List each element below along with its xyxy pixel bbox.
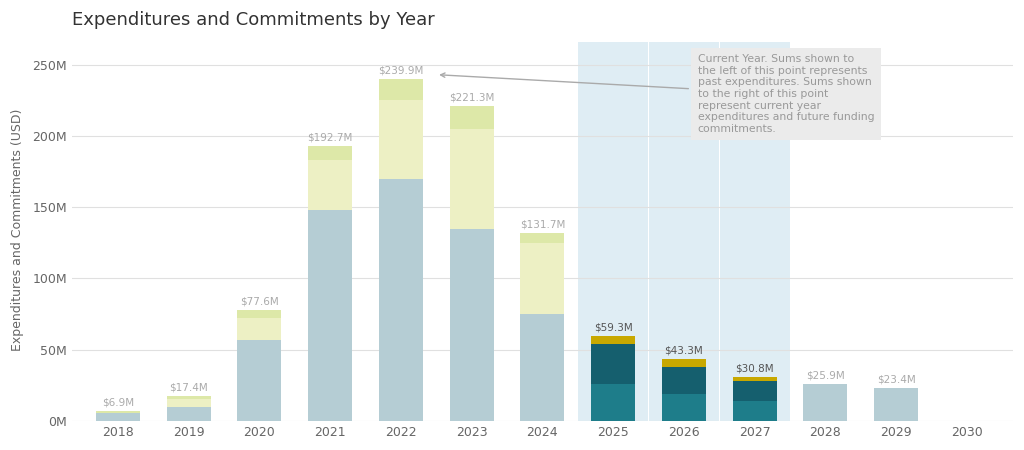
Bar bbox=[662, 359, 706, 367]
Text: $59.3M: $59.3M bbox=[594, 323, 633, 333]
Text: $30.8M: $30.8M bbox=[735, 364, 774, 374]
Bar bbox=[733, 377, 776, 381]
Bar bbox=[167, 396, 211, 399]
Bar bbox=[804, 384, 847, 421]
Bar bbox=[579, 42, 648, 421]
Bar bbox=[733, 401, 776, 421]
Y-axis label: Expenditures and Commitments (USD): Expenditures and Commitments (USD) bbox=[11, 109, 25, 351]
Text: $43.3M: $43.3M bbox=[665, 346, 703, 356]
Bar bbox=[591, 337, 635, 344]
Text: $239.9M: $239.9M bbox=[378, 66, 424, 76]
Text: $77.6M: $77.6M bbox=[240, 297, 279, 307]
Text: Current Year. Sums shown to
the left of this point represents
past expenditures.: Current Year. Sums shown to the left of … bbox=[440, 54, 874, 134]
Bar bbox=[238, 319, 282, 340]
Bar bbox=[649, 42, 719, 421]
Bar bbox=[720, 42, 790, 421]
Text: $23.4M: $23.4M bbox=[877, 374, 915, 384]
Bar bbox=[450, 129, 494, 229]
Bar bbox=[591, 384, 635, 421]
Text: Expenditures and Commitments by Year: Expenditures and Commitments by Year bbox=[72, 11, 434, 29]
Bar bbox=[379, 79, 423, 100]
Bar bbox=[662, 394, 706, 421]
Text: $25.9M: $25.9M bbox=[806, 370, 845, 381]
Text: $131.7M: $131.7M bbox=[520, 220, 565, 230]
Text: $6.9M: $6.9M bbox=[101, 398, 134, 408]
Bar bbox=[308, 146, 352, 160]
Bar bbox=[591, 344, 635, 384]
Bar bbox=[238, 310, 282, 319]
Text: $221.3M: $221.3M bbox=[449, 92, 495, 102]
Bar bbox=[662, 367, 706, 394]
Bar bbox=[167, 407, 211, 421]
Bar bbox=[308, 160, 352, 210]
Bar bbox=[308, 210, 352, 421]
Text: $17.4M: $17.4M bbox=[169, 382, 208, 393]
Bar bbox=[379, 100, 423, 179]
Bar bbox=[733, 381, 776, 401]
Bar bbox=[167, 399, 211, 407]
Bar bbox=[874, 387, 919, 421]
Text: $192.7M: $192.7M bbox=[307, 133, 353, 143]
Bar bbox=[238, 340, 282, 421]
Bar bbox=[520, 243, 564, 314]
Bar bbox=[96, 411, 140, 413]
Bar bbox=[520, 233, 564, 243]
Bar bbox=[96, 413, 140, 421]
Bar bbox=[520, 314, 564, 421]
Bar bbox=[450, 229, 494, 421]
Bar bbox=[379, 179, 423, 421]
Bar bbox=[450, 106, 494, 129]
